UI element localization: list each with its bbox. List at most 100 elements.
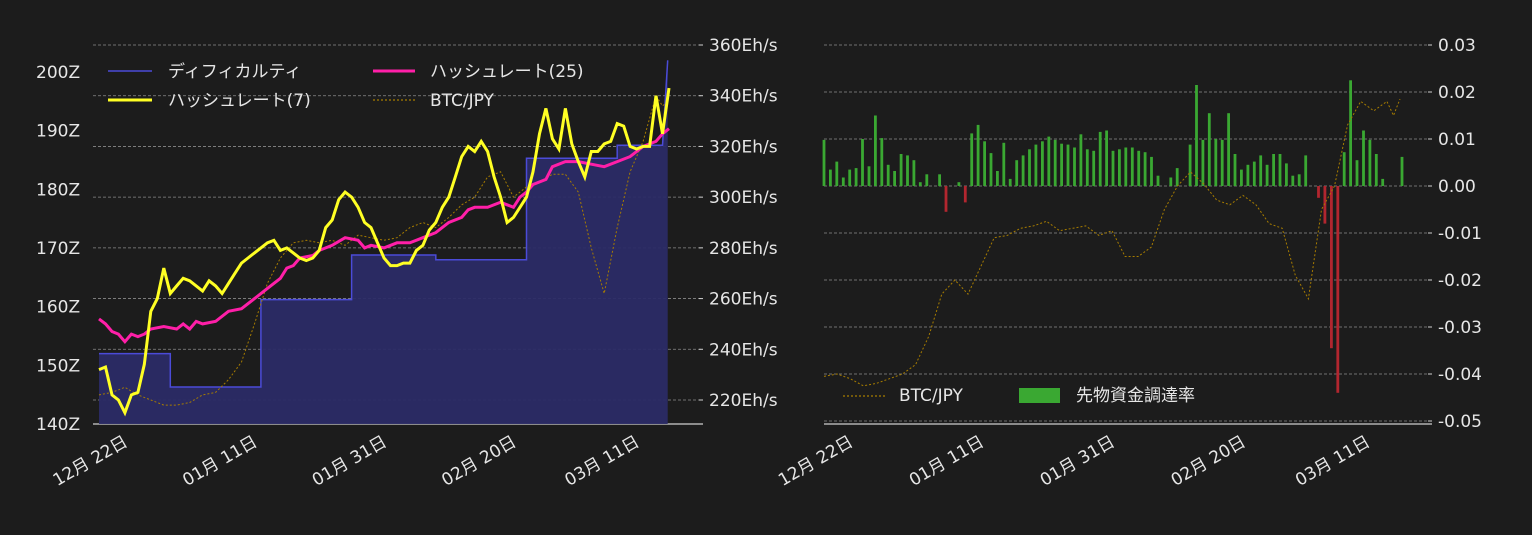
left-y-tick-label: 160Z [36, 298, 80, 318]
legend-label-hashrate-25: ハッシュレート(25) [430, 62, 584, 82]
funding-rate-bar [963, 186, 967, 203]
left-y-tick-label: 180Z [36, 180, 80, 200]
funding-rate-bar [829, 169, 832, 186]
funding-rate-bar [1098, 131, 1102, 186]
right-chart-y-tick-label: -0.05 [1438, 412, 1482, 432]
funding-rate-bar [874, 115, 877, 186]
right-chart-x-tick-label: 12月 22日 [775, 432, 857, 491]
hashrate-25-line [98, 127, 670, 345]
funding-rate-bar [1195, 85, 1198, 186]
funding-rate-bar [1330, 186, 1333, 349]
funding-rate-bar [1066, 144, 1070, 186]
funding-rate-bar [1297, 174, 1301, 187]
legend-swatch-funding-rate [1019, 388, 1060, 403]
right-chart-y-tick-label: 0.02 [1438, 83, 1476, 103]
right-chart-x-tick-label: 02月 20日 [1168, 432, 1250, 491]
right-y-tick-label: 320Eh/s [709, 137, 778, 157]
right-btc-jpy-line [823, 98, 1401, 387]
funding-rate-bar [1304, 155, 1308, 186]
right-chart: 0.03 0.02 0.01 0.00 -0.01 -0.02 -0.03 -0.04 -0.0… [775, 36, 1482, 491]
right-y-tick-label: 240Eh/s [709, 340, 778, 360]
funding-rate-bar [1118, 149, 1121, 186]
funding-rate-bar [835, 161, 839, 186]
x-tick-label: 01月 11日 [179, 432, 261, 491]
funding-rate-bar [841, 177, 845, 186]
funding-rate-bar [1021, 155, 1025, 186]
legend-label-funding-rate: 先物資金調達率 [1076, 386, 1195, 406]
x-axis: 12月 22日 01月 11日 01月 31日 02月 20日 03月 11日 [50, 432, 643, 491]
funding-rate-bar [1259, 155, 1263, 186]
funding-rate-bar [1150, 156, 1153, 186]
left-y-tick-label: 190Z [36, 122, 80, 142]
funding-rate-bar [1355, 160, 1359, 186]
funding-rate-bar [1028, 149, 1031, 186]
funding-rate-bar [970, 133, 974, 186]
funding-rate-bar [957, 182, 961, 186]
funding-rate-bar [1246, 164, 1250, 186]
funding-rate-bar [1111, 150, 1115, 187]
funding-rate-bar [1002, 142, 1006, 186]
right-chart-y-tick-label: 0.00 [1438, 177, 1476, 197]
funding-rate-bar [1220, 139, 1224, 186]
funding-rate-bar [1207, 113, 1211, 186]
funding-rate-bar [1156, 175, 1160, 186]
funding-rate-bar [1233, 154, 1237, 186]
funding-rate-bar [918, 182, 922, 186]
funding-rate-bar [1034, 144, 1038, 186]
funding-rate-bar [1272, 154, 1275, 186]
funding-rate-bar [1053, 139, 1057, 186]
right-chart-legend: BTC/JPY 先物資金調達率 [843, 386, 1195, 406]
right-y-tick-label: 300Eh/s [709, 188, 778, 208]
legend-label-hashrate-7: ハッシュレート(7) [168, 91, 311, 111]
left-y-tick-label: 170Z [36, 239, 80, 259]
funding-rate-bar [822, 139, 826, 186]
right-chart-y-tick-label: -0.03 [1438, 318, 1482, 338]
funding-rate-bar [854, 168, 858, 186]
funding-rate-bar [996, 171, 999, 186]
funding-rate-bar [1015, 160, 1019, 186]
right-y-tick-label: 340Eh/s [709, 87, 778, 107]
funding-rate-bar [1336, 186, 1340, 393]
left-y-tick-label: 150Z [36, 356, 80, 376]
funding-rate-bar [1169, 177, 1173, 186]
left-y-axis: 140Z 150Z 160Z 170Z 180Z 190Z 200Z [36, 63, 80, 435]
funding-rate-bar [1137, 150, 1141, 187]
funding-rate-bar [989, 153, 993, 186]
legend-label-right-btc-jpy: BTC/JPY [899, 386, 964, 406]
funding-rate-bar [886, 164, 890, 186]
funding-rate-bar [1381, 178, 1385, 186]
left-y-tick-label: 200Z [36, 63, 80, 83]
funding-rate-bar [983, 141, 986, 186]
funding-rate-bar [1278, 154, 1282, 186]
funding-rate-bar [1317, 186, 1320, 198]
funding-rate-bar [906, 155, 909, 186]
funding-rate-bar [1130, 147, 1134, 186]
funding-rate-bar [1285, 163, 1288, 186]
funding-rate-bar [1060, 143, 1063, 186]
x-tick-label: 12月 22日 [50, 432, 132, 491]
right-chart-x-tick-label: 01月 11日 [906, 432, 988, 491]
funding-rate-bar [880, 138, 884, 186]
right-y-tick-label: 260Eh/s [709, 290, 778, 310]
funding-rate-bar [1374, 154, 1378, 186]
funding-rate-bar [1240, 169, 1243, 186]
right-chart-y-tick-label: 0.03 [1438, 36, 1476, 56]
funding-rate-bar [867, 166, 871, 186]
funding-rate-bar [1265, 164, 1269, 186]
right-y-axis: 220Eh/s 240Eh/s 260Eh/s 280Eh/s 300Eh/s 320Eh… [699, 36, 778, 411]
left-y-tick-label: 140Z [36, 415, 80, 435]
funding-rate-bar [1124, 147, 1128, 186]
right-y-tick-label: 220Eh/s [709, 391, 778, 411]
funding-rate-bar [1143, 152, 1147, 186]
funding-rate-bar [899, 154, 903, 186]
funding-rate-bar [1188, 144, 1192, 186]
funding-rate-bar [1079, 134, 1083, 186]
funding-rate-bar [976, 124, 980, 186]
funding-rate-bar [938, 174, 941, 187]
funding-rate-bar [1252, 161, 1256, 186]
difficulty-line [99, 60, 669, 388]
right-chart-y-axis: 0.03 0.02 0.01 0.00 -0.01 -0.02 -0.03 -0.04 -0.0… [1428, 36, 1482, 432]
funding-rate-bar [1214, 139, 1218, 186]
funding-rate-bar [1349, 80, 1352, 187]
